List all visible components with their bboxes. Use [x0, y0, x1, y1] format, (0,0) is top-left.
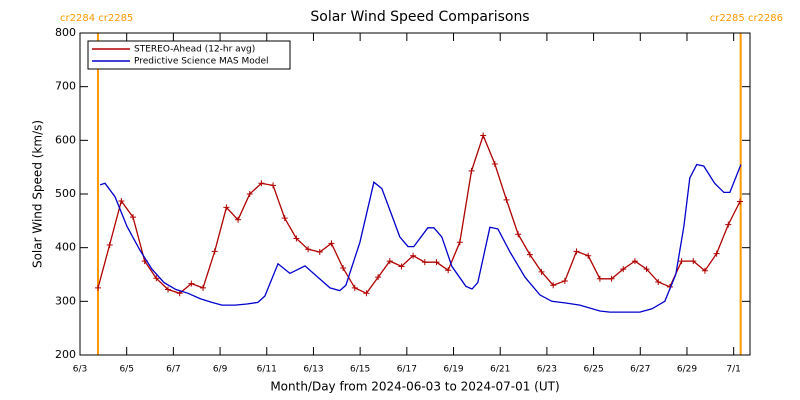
plus-marker	[573, 248, 580, 255]
plus-marker	[363, 290, 370, 297]
x-tick-label: 6/11	[257, 365, 277, 375]
legend-box	[87, 40, 291, 70]
plus-marker	[153, 275, 160, 282]
plus-marker	[480, 132, 487, 139]
plus-marker	[421, 259, 428, 266]
plus-marker	[678, 258, 685, 265]
plus-marker	[433, 259, 440, 266]
plus-marker	[235, 216, 242, 223]
y-tick-label: 500	[55, 187, 76, 200]
plus-marker	[200, 284, 207, 291]
x-tick-label: 6/7	[166, 365, 180, 375]
plus-marker	[503, 196, 510, 203]
x-tick-label: 6/19	[443, 365, 463, 375]
carrington-label: cr2284 cr2285	[60, 13, 133, 24]
plus-marker	[375, 274, 382, 281]
plus-marker	[410, 252, 417, 259]
chart-title: Solar Wind Speed Comparisons	[310, 9, 529, 25]
legend-label: STEREO-Ahead (12-hr avg)	[134, 45, 255, 55]
plus-marker	[491, 160, 498, 167]
plus-marker	[188, 280, 195, 287]
plus-marker	[340, 265, 347, 272]
plus-marker	[94, 284, 101, 291]
plus-marker	[398, 263, 405, 270]
x-tick-label: 6/5	[119, 365, 133, 375]
plus-marker	[585, 252, 592, 259]
plus-marker	[468, 167, 475, 174]
plus-marker	[620, 266, 627, 273]
plus-marker	[631, 258, 638, 265]
y-axis-label: Solar Wind Speed (km/s)	[31, 120, 45, 268]
plus-marker	[456, 239, 463, 246]
plus-marker	[281, 215, 288, 222]
x-tick-label: 6/27	[630, 365, 650, 375]
plus-marker	[445, 267, 452, 274]
plus-marker	[270, 182, 277, 189]
y-tick-label: 400	[55, 241, 76, 254]
plus-marker	[736, 198, 743, 205]
plus-marker	[118, 197, 125, 204]
plus-marker	[386, 258, 393, 265]
legend-label: Predictive Science MAS Model	[134, 57, 269, 67]
y-tick-label: 800	[55, 26, 76, 39]
x-axis-label: Month/Day from 2024-06-03 to 2024-07-01 …	[270, 380, 559, 394]
plus-marker	[305, 246, 312, 253]
x-tick-label: 6/17	[397, 365, 417, 375]
plus-marker	[526, 251, 533, 258]
y-tick-label: 600	[55, 133, 76, 146]
plus-marker	[538, 268, 545, 275]
x-tick-label: 6/13	[303, 365, 323, 375]
plus-marker	[561, 277, 568, 284]
plus-marker	[129, 214, 136, 221]
x-tick-label: 6/9	[213, 365, 228, 375]
plus-marker	[211, 248, 218, 255]
plus-marker	[223, 204, 230, 211]
x-tick-label: 6/25	[583, 365, 603, 375]
plus-marker	[293, 235, 300, 242]
plus-marker	[701, 267, 708, 274]
plus-marker	[165, 286, 172, 293]
plus-marker	[316, 248, 323, 255]
y-tick-label: 300	[55, 294, 76, 307]
plus-marker	[725, 221, 732, 228]
plus-marker	[608, 275, 615, 282]
plus-marker	[246, 191, 253, 197]
x-tick-label: 6/15	[350, 365, 370, 375]
x-tick-label: 6/23	[537, 365, 557, 375]
y-tick-label: 700	[55, 80, 76, 93]
plus-marker	[655, 279, 662, 286]
plus-marker	[515, 231, 522, 238]
y-tick-label: 200	[55, 348, 76, 361]
plus-marker	[643, 266, 650, 273]
plus-marker	[550, 282, 557, 289]
carrington-label: cr2285 cr2286	[710, 13, 783, 24]
x-tick-label: 6/3	[73, 365, 87, 375]
plus-marker	[351, 284, 358, 291]
x-tick-label: 6/21	[490, 365, 510, 375]
series-line	[99, 163, 742, 313]
plus-marker	[258, 180, 265, 187]
x-tick-label: 7/1	[726, 365, 740, 375]
x-tick-label: 6/29	[677, 365, 697, 375]
plus-marker	[713, 250, 720, 257]
plus-marker	[690, 258, 697, 265]
plus-marker	[328, 240, 335, 247]
series-line	[97, 133, 741, 295]
plus-marker	[596, 275, 603, 282]
plus-marker	[106, 241, 113, 248]
